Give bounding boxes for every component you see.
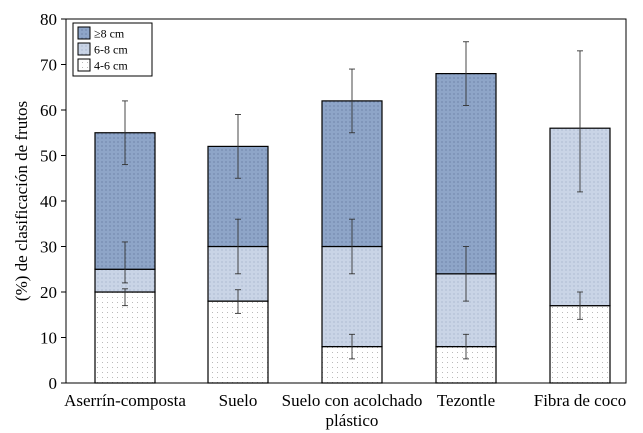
bar-segment [207,300,269,384]
bar-segment [435,72,497,275]
legend-swatch [77,58,91,72]
y-tick-label: 20 [40,283,57,302]
x-category-label: Suelo con acolchado [282,391,423,410]
y-tick-label: 80 [40,10,57,29]
y-tick-label: 30 [40,238,57,257]
y-tick-label: 10 [40,329,57,348]
x-category-label: Aserrín-composta [64,391,186,410]
x-category-label: Suelo [219,391,258,410]
x-category-label: Tezontle [437,391,495,410]
bars [94,72,611,384]
y-tick-label: 60 [40,101,57,120]
legend-swatch [77,42,91,56]
legend-swatch [77,26,91,40]
error-bars [122,41,583,360]
x-category-label: plástico [326,411,379,430]
y-tick-label: 50 [40,147,57,166]
legend: ≥8 cm 6-8 cm 4-6 cm [72,22,153,77]
x-axis: Aserrín-composta Suelo Suelo con acolchado… [64,391,626,430]
y-tick-label: 70 [40,56,57,75]
legend-label: ≥8 cm [94,27,125,41]
bar-segment [94,291,156,384]
y-axis-title: (%) de clasificación de frutos [12,101,31,301]
y-tick-label: 40 [40,192,57,211]
legend-label: 4-6 cm [94,59,128,73]
y-axis: 0 10 20 30 40 50 60 70 80 [40,10,66,393]
x-category-label: Fibra de coco [534,391,627,410]
y-tick-label: 0 [49,374,58,393]
legend-label: 6-8 cm [94,43,128,57]
